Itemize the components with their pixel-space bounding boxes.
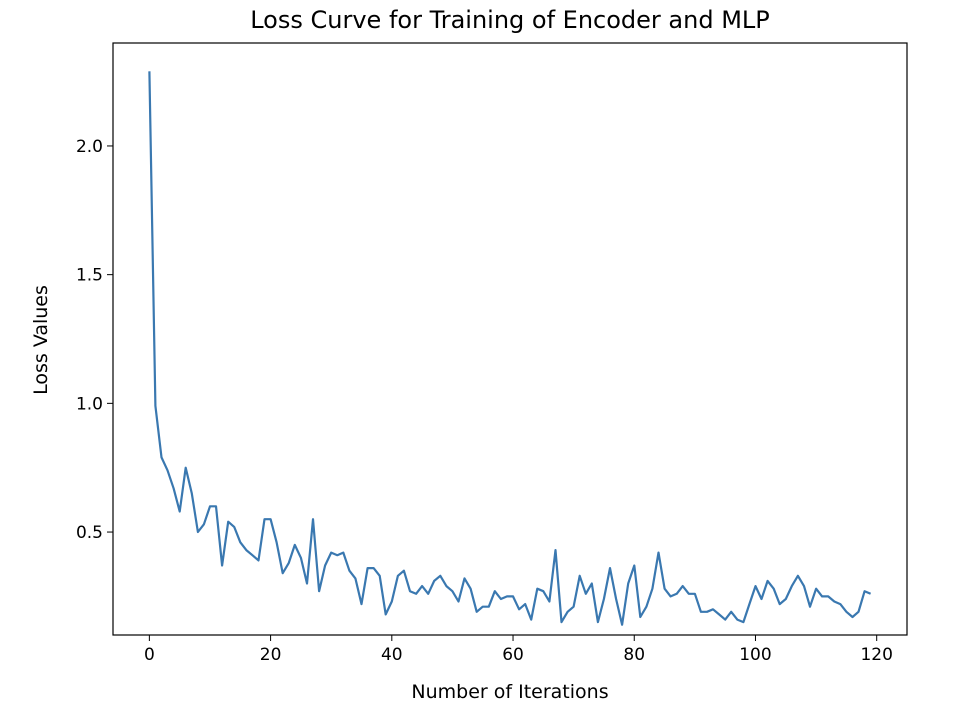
x-tick-label: 100 xyxy=(739,645,771,665)
x-tick-label: 0 xyxy=(144,645,155,665)
y-tick-label: 2.0 xyxy=(76,137,103,157)
series-layer xyxy=(148,71,872,626)
chart-title: Loss Curve for Training of Encoder and M… xyxy=(250,6,770,34)
y-tick-label: 1.0 xyxy=(76,394,103,414)
x-axis: 0 20 40 60 80 100 120 xyxy=(144,635,893,665)
y-axis-label: Loss Values xyxy=(30,285,52,395)
x-tick-label: 40 xyxy=(381,645,403,665)
x-tick-label: 60 xyxy=(502,645,524,665)
x-axis-label: Number of Iterations xyxy=(411,681,608,703)
y-tick-label: 1.5 xyxy=(76,266,103,286)
y-tick-label: 0.5 xyxy=(76,523,103,543)
loss-series-line xyxy=(148,71,872,626)
x-tick-label: 20 xyxy=(260,645,282,665)
x-tick-label: 80 xyxy=(623,645,645,665)
x-tick-label: 120 xyxy=(860,645,892,665)
y-axis: 0.5 1.0 1.5 2.0 xyxy=(76,137,113,543)
plot-area xyxy=(112,42,908,636)
axes-frame xyxy=(112,42,908,636)
